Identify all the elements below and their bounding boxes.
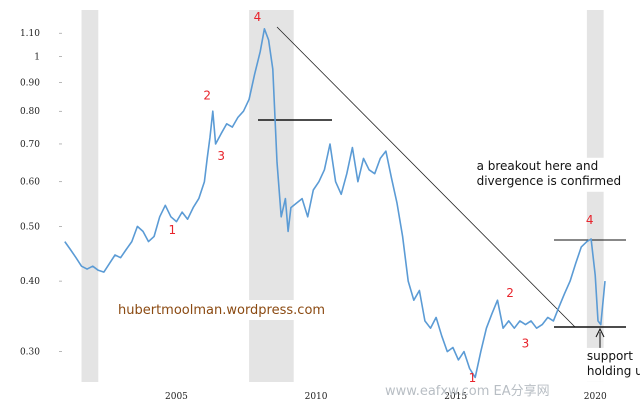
x-tick-label: 2020 xyxy=(584,392,607,402)
y-tick-label: 0.70 xyxy=(20,140,40,150)
note-bg xyxy=(582,347,640,382)
x-tick-label: 2010 xyxy=(305,392,328,402)
note-bg xyxy=(472,157,625,192)
recession-band-2 xyxy=(586,10,604,382)
support-arrow-head xyxy=(595,327,605,338)
y-axis: 1.10 1 0.90 0.80 0.70 0.60 0.50 0.40 0.30 xyxy=(20,29,62,358)
trend-line-diagonal xyxy=(276,26,576,328)
recession-band-0 xyxy=(81,10,99,382)
wave-label: 1 xyxy=(168,223,176,237)
y-tick-label: 1.10 xyxy=(20,29,40,39)
watermark: www.eafxw.com EA分享网 xyxy=(385,383,550,399)
wave-label: 2 xyxy=(203,88,211,102)
wave-label: 3 xyxy=(217,149,225,163)
wave-label: 1 xyxy=(469,371,477,385)
note-text: support xyxy=(587,349,633,363)
wave-label: 2 xyxy=(506,286,514,300)
x-tick-label: 2015 xyxy=(444,392,467,402)
y-tick-label: 1 xyxy=(34,53,40,63)
note-text: divergence is confirmed xyxy=(477,174,621,188)
recession-band-1 xyxy=(249,10,294,382)
y-tick-label: 0.80 xyxy=(20,107,40,117)
note-text: a breakout here and xyxy=(477,159,599,173)
site-label: hubertmoolman.wordpress.com xyxy=(118,303,325,318)
site-label-bg xyxy=(114,300,306,320)
y-tick-label: 0.60 xyxy=(20,178,40,188)
wave-label: 4 xyxy=(254,10,262,24)
price-series-line xyxy=(64,28,606,379)
wave-label: 3 xyxy=(522,337,530,351)
y-tick-label: 0.40 xyxy=(20,277,40,287)
note-text: holding up xyxy=(587,364,640,378)
recession-bands xyxy=(81,10,604,382)
wave-label: 4 xyxy=(586,213,594,227)
x-tick-label: 2005 xyxy=(165,392,188,402)
y-tick-label: 0.50 xyxy=(20,222,40,232)
x-axis: 2005 2010 2015 2020 xyxy=(165,392,607,402)
y-tick-label: 0.90 xyxy=(20,78,40,88)
y-tick-label: 0.30 xyxy=(20,348,40,358)
